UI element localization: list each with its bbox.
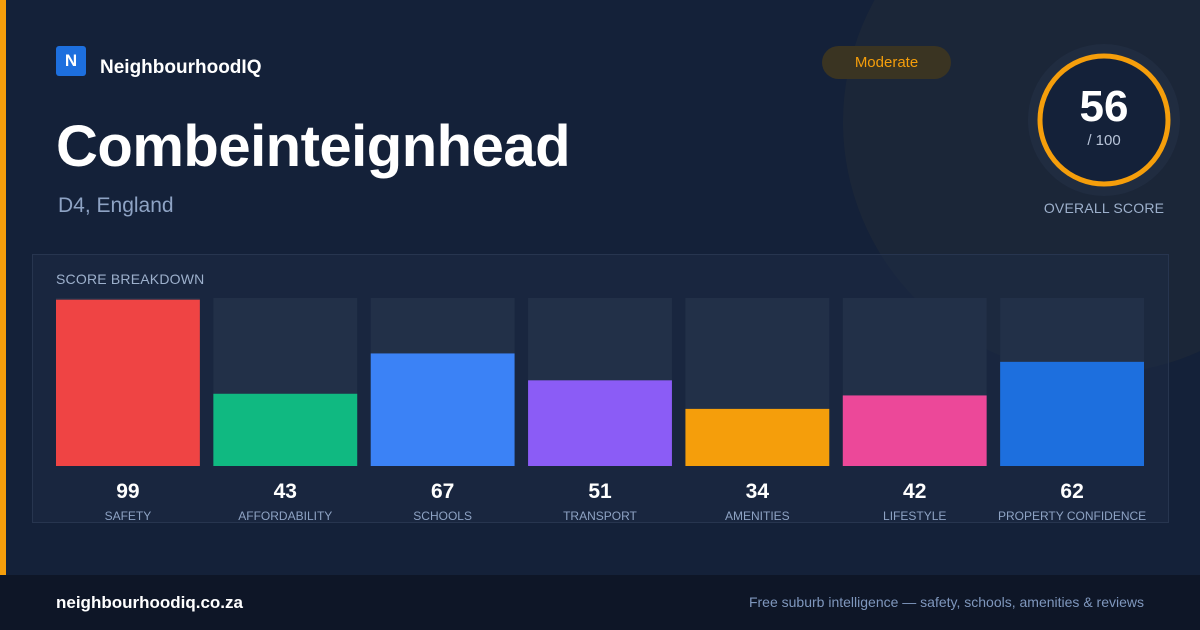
brand-logo-icon: N: [56, 46, 86, 76]
accent-bar: [0, 0, 6, 575]
page-title: Combeinteignhead: [56, 114, 571, 179]
footer-tagline: Free suburb intelligence — safety, schoo…: [748, 594, 1144, 610]
location-region: D4, England: [58, 194, 174, 217]
footer-url[interactable]: neighbourhoodiq.co.za: [56, 593, 243, 612]
score-breakdown-panel: [32, 254, 1169, 523]
breakdown-title: SCORE BREAKDOWN: [56, 271, 205, 287]
brand-name: NeighbourhoodIQ: [100, 57, 262, 78]
rating-badge: Moderate: [822, 46, 951, 79]
overall-score-label: OVERALL SCORE: [1043, 200, 1165, 216]
overall-score-value: 56: [1079, 82, 1129, 131]
footer: [0, 575, 1200, 630]
overall-score-ring: [1028, 44, 1180, 196]
overall-score-max: / 100: [1087, 132, 1121, 149]
